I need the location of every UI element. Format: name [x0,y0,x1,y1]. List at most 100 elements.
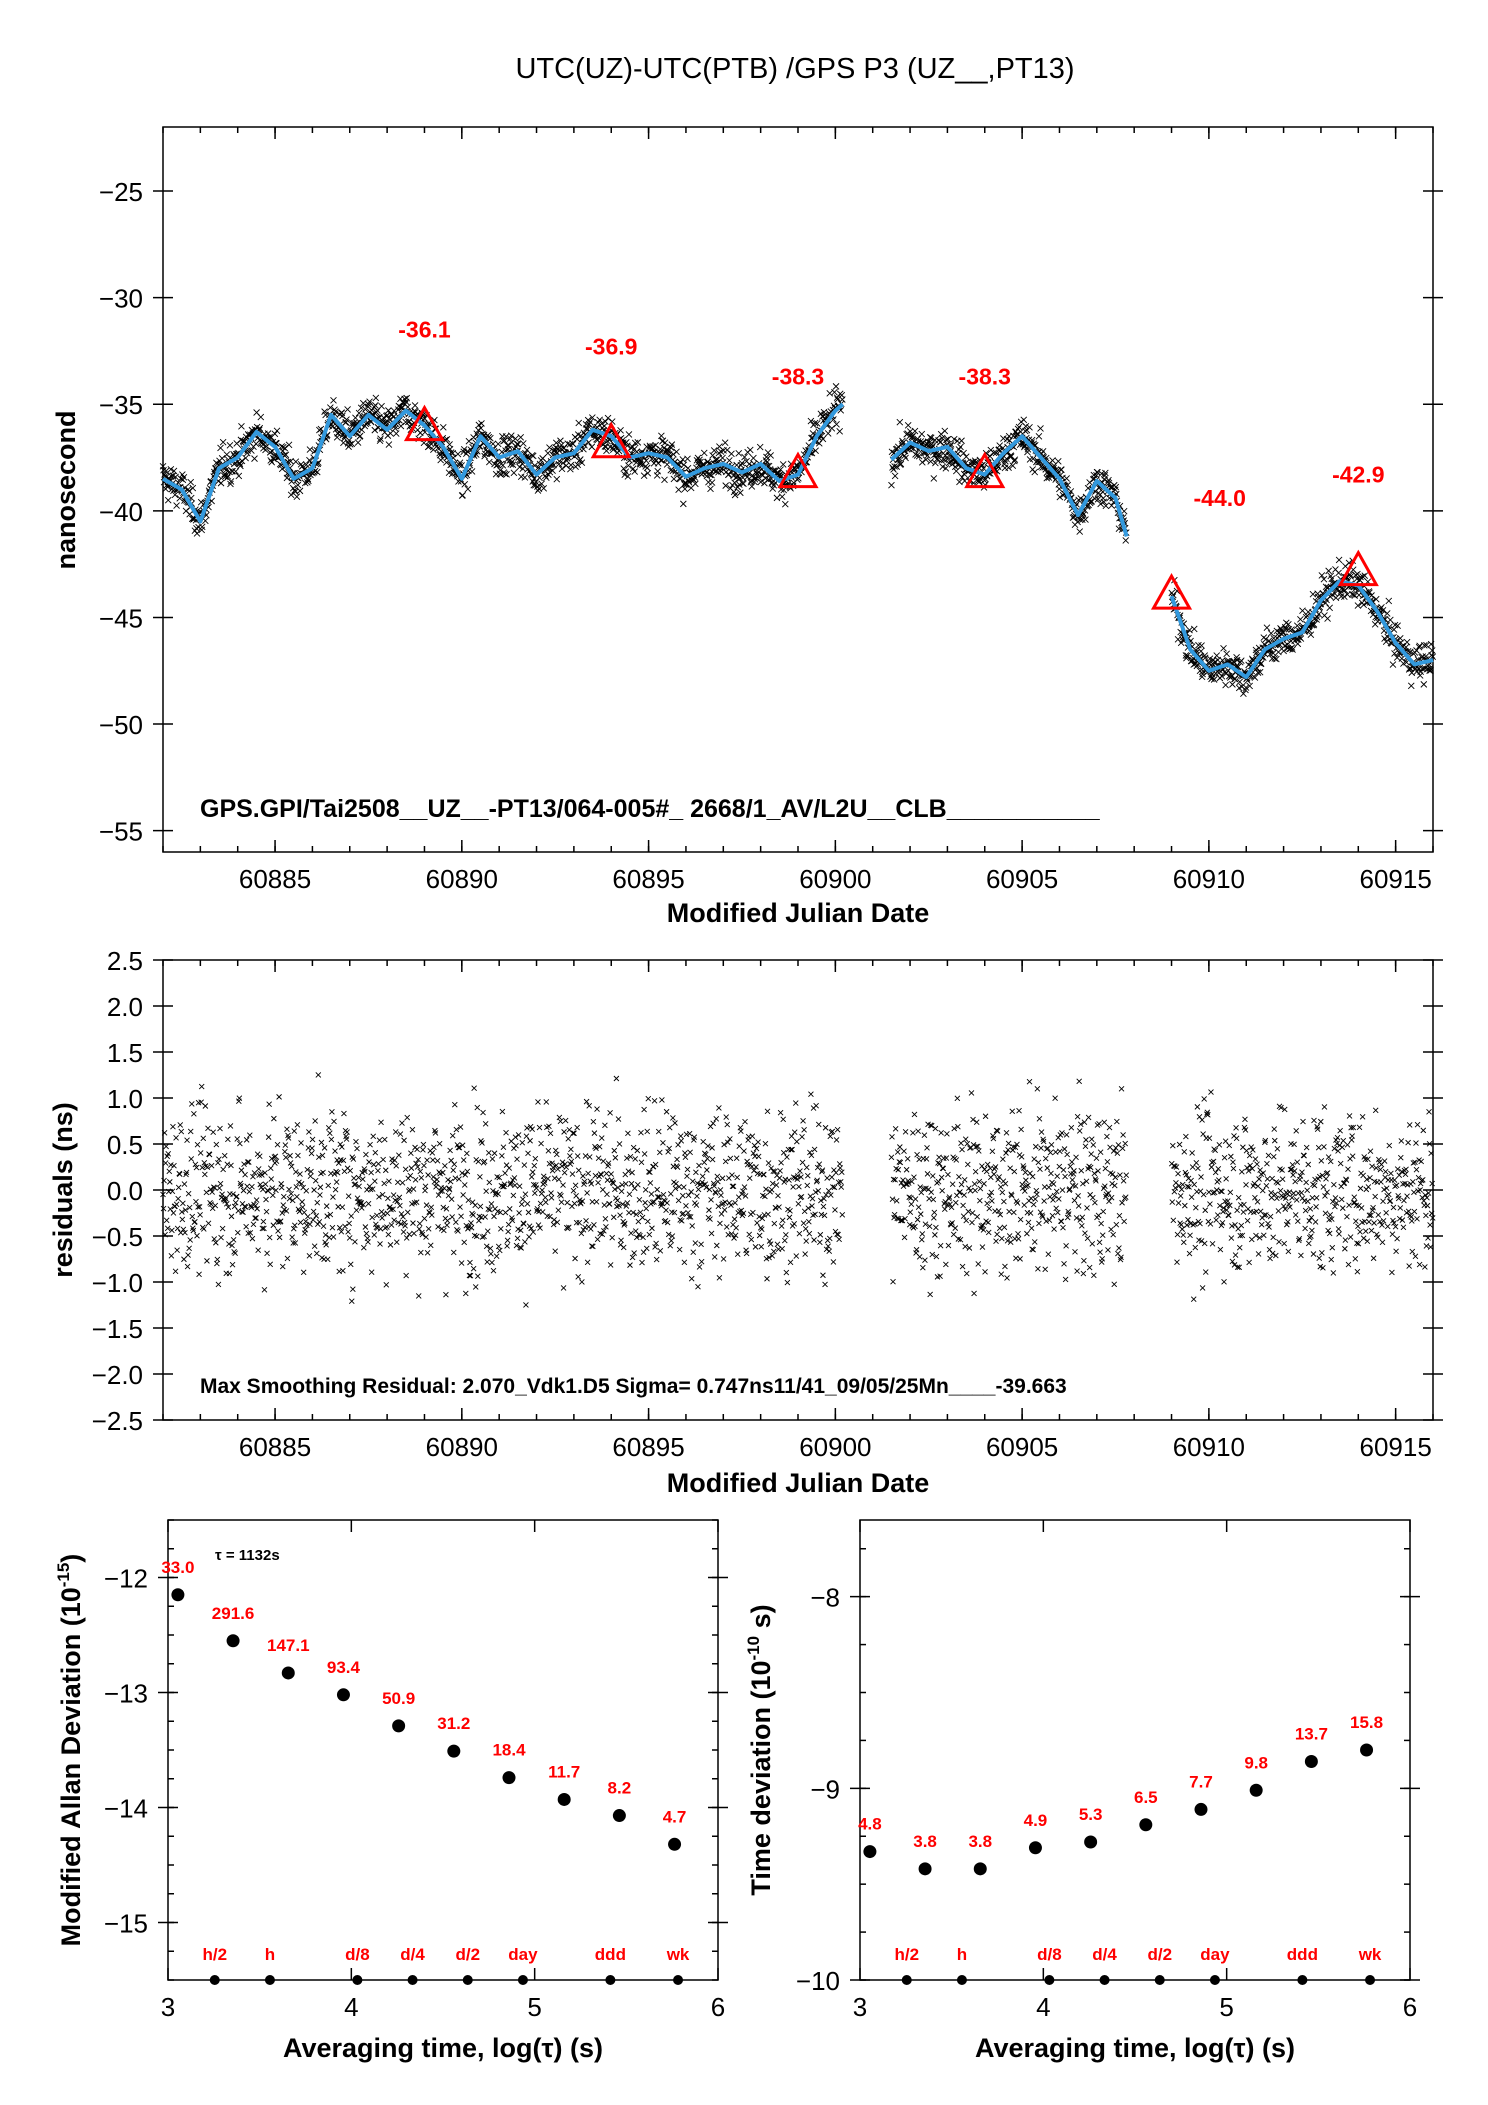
residual-point [1329,1244,1336,1251]
residual-point [1021,1188,1028,1194]
residual-point [1358,1205,1365,1211]
residual-point [798,1194,805,1200]
data-point [944,455,951,463]
residual-point [653,1240,659,1247]
residual-point [778,1223,785,1229]
residual-point [914,1216,921,1223]
residual-point [371,1232,378,1238]
residuals-panel: 60885 60890 60895 60900 60905 60910 60915−2.5−… [48,946,1443,1498]
residual-point [1298,1252,1304,1259]
residual-point [727,1155,734,1162]
residual-point [173,1201,180,1208]
residual-point [953,1157,960,1163]
residual-point [468,1224,475,1231]
data-point [939,463,947,471]
data-point [831,388,838,396]
residual-point [770,1248,777,1255]
residual-point [952,1199,959,1206]
residual-point [955,1123,961,1130]
residual-point [1259,1187,1266,1194]
residual-point [1293,1197,1300,1203]
residual-point [161,1129,168,1136]
residual-point [535,1099,541,1105]
main-timeseries-panel: -36.1-36.9-38.3 -38.3-44.0-42.9 60885 6089… [51,126,1443,928]
data-point [751,476,759,483]
residual-point [172,1268,179,1275]
residual-point [778,1159,784,1166]
residual-point [647,1169,653,1176]
residual-point [1021,1202,1028,1208]
residual-point [484,1259,491,1265]
residual-point [937,1273,943,1279]
residual-point [348,1298,355,1305]
residual-point [310,1216,316,1223]
data-point [602,418,609,425]
residual-point [400,1213,406,1220]
residual-point [466,1272,473,1279]
residual-point [390,1192,397,1198]
tau-marker-label: d/8 [1037,1945,1062,1964]
residual-point [548,1190,554,1196]
residual-point [1313,1204,1319,1210]
residual-point [603,1170,610,1177]
residual-point [312,1177,319,1184]
residual-point [483,1188,489,1195]
residual-point [273,1187,279,1194]
residual-point [578,1230,585,1237]
residual-point [338,1228,345,1235]
data-point [1028,436,1036,444]
residual-point [231,1203,238,1210]
data-point [942,465,950,472]
residual-point [539,1187,545,1194]
residual-point [537,1200,544,1207]
residual-point [640,1249,647,1256]
data-point [915,452,923,460]
residual-point [1386,1142,1393,1149]
data-point [553,475,561,483]
data-point [1197,647,1205,655]
residual-point [1270,1234,1277,1241]
residual-point [209,1189,215,1195]
data-point [517,434,525,441]
residual-point [1109,1171,1116,1177]
residual-point [1300,1118,1306,1125]
data-point [460,445,468,453]
data-point [523,446,531,454]
data-point [1182,652,1190,659]
residual-point [1228,1235,1235,1241]
residual-point [912,1223,918,1230]
data-point [811,419,819,427]
residual-point [819,1168,825,1175]
residual-point [558,1193,564,1199]
residual-point [1289,1162,1296,1168]
data-point [1011,456,1019,463]
residual-point [968,1090,975,1096]
residual-point [1260,1170,1267,1176]
residual-point [1200,1131,1206,1137]
residual-point [1217,1246,1224,1253]
data-point [1273,655,1280,663]
y-tick-label: 0.5 [107,1130,143,1160]
residual-point [1012,1144,1019,1151]
data-point [1426,664,1434,672]
residual-point [1244,1217,1251,1224]
residual-point [928,1122,935,1129]
data-point [1094,495,1102,503]
y-tick-label: −14 [104,1794,148,1824]
residual-point [985,1219,992,1226]
residual-point [731,1216,738,1222]
data-point [1079,516,1086,523]
data-point [1035,433,1043,440]
residual-point [1309,1194,1316,1201]
residual-point [1235,1194,1242,1201]
residual-point [667,1190,674,1197]
data-point [243,449,251,457]
tau-marker-dot [1365,1975,1376,1985]
residual-point [1331,1181,1337,1188]
residual-point [960,1213,967,1219]
residual-point [820,1203,827,1210]
residual-point [164,1225,171,1232]
residual-point [675,1142,681,1148]
residual-point [316,1218,323,1225]
residual-point [986,1192,993,1199]
